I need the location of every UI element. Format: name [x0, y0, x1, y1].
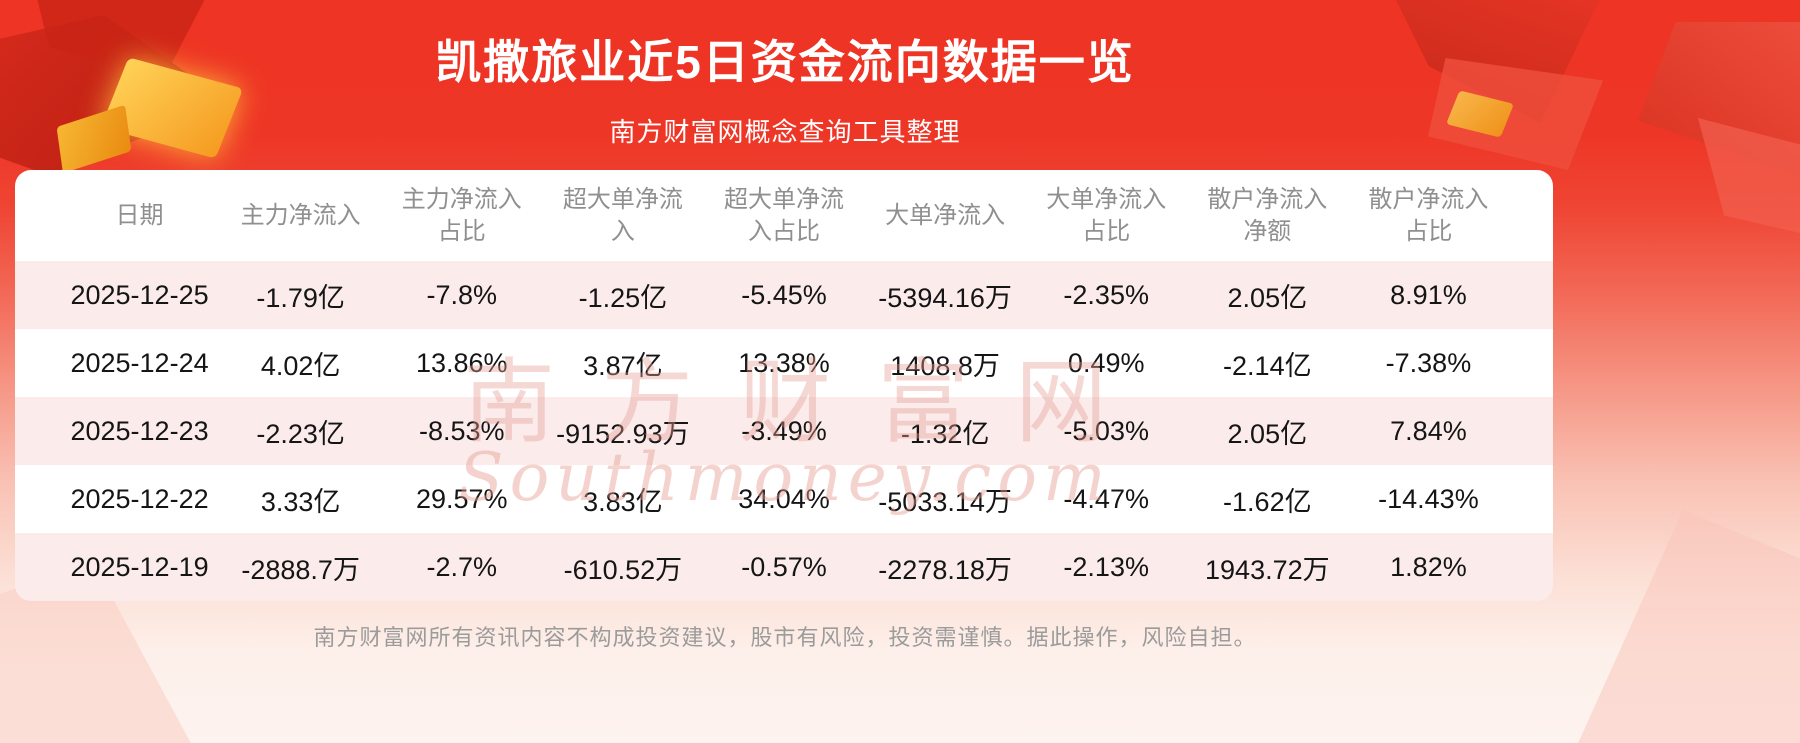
table-row: 2025-12-22 3.33亿 29.57% 3.83亿 34.04% -5033.14…: [15, 465, 1553, 533]
fund-flow-table: 日期 主力净流入 主力净流入占比 超大单净流入 超大单净流入占比 大单净流入 大单净流入占比…: [15, 170, 1553, 601]
table-row: 2025-12-25 -1.79亿 -7.8% -1.25亿 -5.45% -5394.1…: [15, 261, 1553, 329]
table-cell: -2.7%: [426, 551, 498, 582]
table-header-row: 日期 主力净流入 主力净流入占比 超大单净流入 超大单净流入占比 大单净流入 大单净流入占比…: [15, 170, 1553, 261]
column-header: 主力净流入: [240, 201, 361, 229]
table-cell: -4.47%: [1063, 483, 1149, 514]
table-cell: -1.62亿: [1223, 486, 1312, 517]
decoration-ribbon-far-right: [1638, 22, 1800, 192]
table-row: 2025-12-24 4.02亿 13.86% 3.87亿 13.38% 1408.8万 0…: [15, 329, 1553, 397]
table-cell: 8.91%: [1390, 279, 1467, 310]
column-header: 大单净流入占比: [1046, 186, 1167, 245]
table-cell: 2025-12-19: [70, 551, 209, 582]
table-cell: 4.02亿: [260, 350, 341, 381]
table-body: 2025-12-25 -1.79亿 -7.8% -1.25亿 -5.45% -5394.1…: [15, 261, 1553, 601]
table-cell: -2.14亿: [1223, 350, 1312, 381]
table-cell: 2025-12-23: [70, 415, 209, 446]
table-cell: 2025-12-24: [70, 347, 209, 378]
table-cell: -2.13%: [1063, 551, 1149, 582]
table-cell: 2025-12-22: [70, 483, 209, 514]
table-cell: -0.57%: [741, 551, 827, 582]
table-cell: -610.52万: [563, 554, 683, 585]
table-cell: 34.04%: [738, 483, 830, 514]
table-cell: -3.49%: [741, 415, 827, 446]
table-cell: 1.82%: [1390, 551, 1467, 582]
table-cell: -5.03%: [1063, 415, 1149, 446]
page-subtitle: 南方财富网概念查询工具整理: [609, 117, 961, 147]
table-cell: 3.87亿: [583, 350, 663, 381]
table-cell: -5.45%: [741, 279, 827, 310]
column-header: 主力净流入占比: [401, 186, 522, 245]
column-header: 日期: [115, 201, 164, 229]
table-cell: 1943.72万: [1205, 554, 1330, 585]
table-cell: -5033.14万: [878, 486, 1012, 517]
table-row: 2025-12-19 -2888.7万 -2.7% -610.52万 -0.57% -22…: [15, 533, 1553, 601]
table-cell: -1.32亿: [900, 418, 990, 449]
column-header: 超大单净流入: [562, 186, 683, 245]
table-cell: 2025-12-25: [70, 279, 209, 310]
table-cell: -9152.93万: [556, 418, 690, 449]
decoration-corner-bottom-right: [1575, 510, 1800, 743]
table-row: 2025-12-23 -2.23亿 -8.53% -9152.93万 -3.49% -1.…: [15, 397, 1553, 465]
table-cell: 0.49%: [1067, 347, 1145, 378]
table-cell: -2.23亿: [256, 418, 345, 449]
table-cell: -14.43%: [1378, 483, 1479, 514]
table-cell: 3.83亿: [583, 486, 663, 517]
column-header: 超大单净流入占比: [723, 186, 844, 245]
table-cell: -2888.7万: [241, 554, 360, 585]
table-cell: 2.05亿: [1227, 282, 1308, 313]
table-cell: -8.53%: [418, 415, 505, 446]
table-cell: 1408.8万: [890, 350, 1000, 381]
table-cell: -2278.18万: [878, 554, 1012, 585]
table-cell: 29.57%: [415, 483, 508, 514]
table-cell: -2.35%: [1063, 279, 1149, 310]
table-cell: -1.25亿: [578, 282, 668, 313]
column-header: 散户净流入占比: [1368, 186, 1489, 245]
disclaimer-text: 南方财富网所有资讯内容不构成投资建议，股市有风险，投资需谨慎。据此操作，风险自担…: [313, 625, 1257, 650]
table-cell: -5394.16万: [878, 282, 1012, 313]
table-cell: 2.05亿: [1227, 418, 1308, 449]
table-cell: -7.38%: [1385, 347, 1472, 378]
table-cell: 7.84%: [1390, 415, 1467, 446]
column-header: 散户净流入净额: [1207, 186, 1328, 245]
column-header: 大单净流入: [885, 201, 1006, 229]
table-cell: -1.79亿: [256, 282, 345, 313]
table-cell: 13.86%: [415, 347, 508, 378]
decoration-ribbon-far-right-lower: [1698, 118, 1800, 243]
page-title: 凯撒旅业近5日资金流向数据一览: [435, 36, 1135, 88]
table-cell: 3.33亿: [260, 486, 341, 517]
table-cell: 13.38%: [738, 347, 830, 378]
table-cell: -7.8%: [426, 279, 498, 310]
